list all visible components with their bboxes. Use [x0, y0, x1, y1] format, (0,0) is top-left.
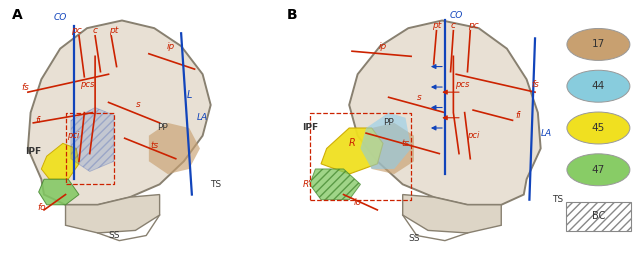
Text: fo: fo	[37, 203, 45, 212]
Polygon shape	[38, 179, 79, 205]
Text: IPF: IPF	[301, 123, 318, 133]
Ellipse shape	[567, 112, 630, 144]
Polygon shape	[349, 20, 541, 205]
Text: L: L	[186, 90, 192, 100]
Text: B: B	[287, 8, 298, 22]
Text: pci: pci	[467, 131, 479, 140]
Text: pc: pc	[468, 21, 479, 30]
Text: c: c	[93, 26, 98, 35]
Text: fs: fs	[531, 80, 539, 89]
Ellipse shape	[567, 154, 630, 186]
Text: IPF: IPF	[25, 146, 42, 156]
Text: R: R	[349, 138, 355, 148]
Text: pc: pc	[71, 26, 82, 35]
Text: pcs: pcs	[454, 80, 469, 89]
Text: LA: LA	[197, 113, 208, 122]
Text: PP: PP	[383, 118, 394, 127]
Text: ts: ts	[150, 141, 158, 151]
Text: PP: PP	[157, 123, 168, 133]
Text: CO: CO	[54, 13, 67, 23]
Text: pci: pci	[67, 131, 80, 140]
Polygon shape	[65, 195, 159, 233]
Text: fi: fi	[36, 116, 42, 125]
Text: BC: BC	[592, 211, 605, 221]
Polygon shape	[149, 123, 200, 174]
Text: s: s	[417, 93, 422, 102]
Ellipse shape	[567, 28, 630, 60]
Text: LA: LA	[541, 129, 552, 138]
Text: SS: SS	[108, 231, 120, 240]
Polygon shape	[321, 128, 383, 174]
Text: ts: ts	[401, 139, 410, 148]
Text: lo: lo	[354, 198, 362, 207]
Text: fs: fs	[21, 82, 29, 92]
Text: ip: ip	[379, 41, 387, 51]
Text: A: A	[12, 8, 22, 22]
Text: pt: pt	[109, 26, 118, 35]
Ellipse shape	[567, 70, 630, 102]
Polygon shape	[360, 123, 414, 174]
Polygon shape	[42, 143, 79, 179]
Text: pt: pt	[432, 21, 441, 30]
Text: R': R'	[303, 180, 311, 189]
Polygon shape	[310, 169, 360, 200]
Polygon shape	[403, 195, 501, 233]
Text: CO: CO	[449, 11, 463, 20]
Text: ip: ip	[166, 41, 175, 51]
Text: TS: TS	[552, 195, 563, 204]
Polygon shape	[71, 108, 114, 172]
Text: fi: fi	[515, 111, 521, 120]
Text: 44: 44	[592, 81, 605, 91]
Text: 47: 47	[592, 165, 605, 175]
Text: SS: SS	[408, 233, 420, 243]
Text: pcs: pcs	[80, 80, 94, 89]
Text: TS: TS	[211, 180, 221, 189]
FancyBboxPatch shape	[566, 202, 630, 231]
Text: 45: 45	[592, 123, 605, 133]
Text: c: c	[451, 21, 456, 30]
Text: s: s	[136, 100, 141, 110]
Text: 17: 17	[592, 39, 605, 49]
Polygon shape	[360, 113, 411, 169]
Polygon shape	[28, 20, 211, 205]
